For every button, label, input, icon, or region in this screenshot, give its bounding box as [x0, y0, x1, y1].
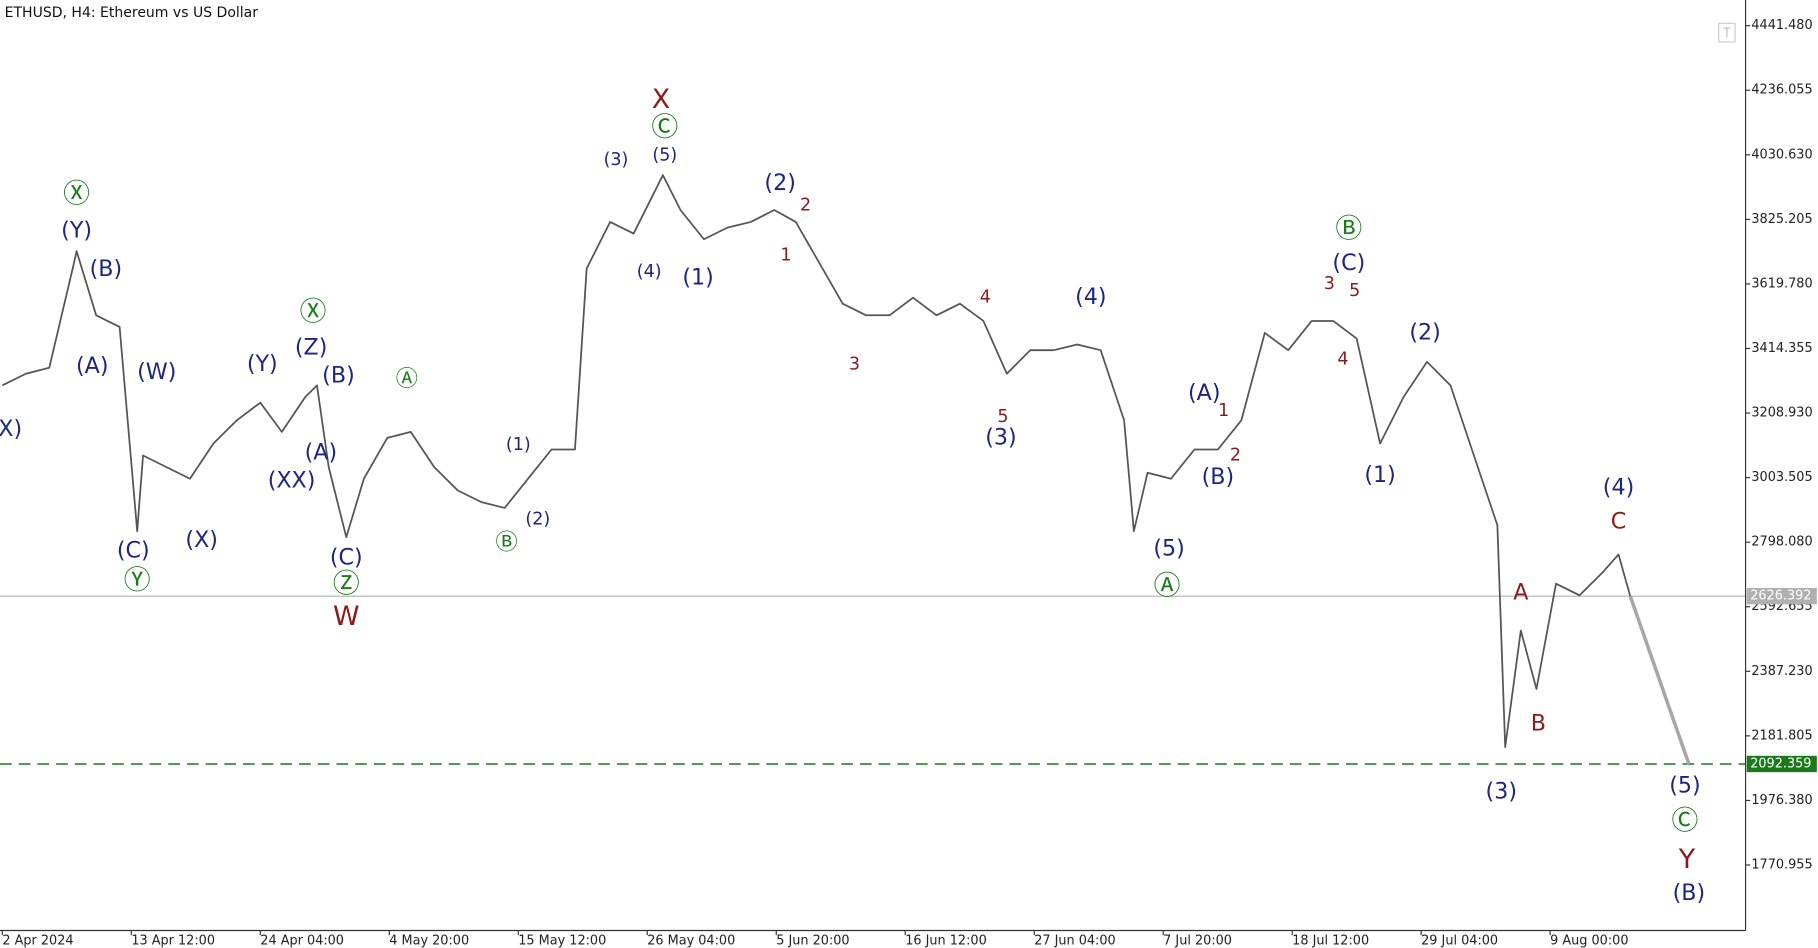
wave-label: (W)	[137, 359, 176, 385]
x-tick-label: 24 Apr 04:00	[260, 933, 344, 948]
wave-label: Ⓑ	[1335, 214, 1362, 245]
wave-label: (3)	[604, 150, 629, 170]
y-tick-label: 4236.055	[1751, 83, 1812, 98]
x-tick-label: 4 May 20:00	[389, 933, 469, 948]
wave-label: (4)	[1603, 475, 1634, 501]
wave-label: (B)	[1202, 464, 1235, 490]
wave-label: Ⓑ	[495, 529, 517, 555]
wave-label: 3	[1324, 274, 1335, 294]
y-tick-label: 2798.080	[1751, 535, 1812, 550]
x-tick-label: 29 Jul 04:00	[1421, 933, 1498, 948]
wave-label: (3)	[1486, 778, 1517, 804]
price-line-series	[1628, 595, 1691, 765]
wave-label: 5	[997, 407, 1008, 427]
price-line-series	[1, 174, 1632, 749]
wave-label: (A)	[76, 353, 109, 379]
x-tick-label: 5 Jun 20:00	[776, 933, 849, 948]
wave-label: (4)	[637, 262, 662, 282]
wave-label: (A)	[1188, 380, 1221, 406]
wave-label: (B)	[322, 362, 355, 388]
wave-label: (B)	[90, 256, 123, 282]
wave-label: 4	[1337, 350, 1348, 370]
x-tick-label: 16 Jun 12:00	[905, 933, 987, 948]
wave-label: (5)	[1669, 772, 1700, 798]
y-tick-label: 4030.630	[1751, 147, 1812, 162]
x-tick-label: 7 Jul 20:00	[1163, 933, 1232, 948]
y-tick-label: 3825.205	[1751, 212, 1812, 227]
toolbar-icon[interactable]	[1718, 22, 1736, 43]
wave-label: 3	[849, 354, 860, 374]
price-tag-label: 2092.359	[1750, 756, 1811, 771]
wave-label: Ⓒ	[1672, 805, 1699, 836]
x-tick-label: 18 Jul 12:00	[1292, 933, 1369, 948]
x-tick-label: 2 Apr 2024	[2, 933, 73, 948]
wave-label: Ⓐ	[396, 366, 418, 392]
y-tick-label: 2181.805	[1751, 728, 1812, 743]
y-tick-label: 1976.380	[1751, 793, 1812, 808]
wave-label: 2	[1230, 445, 1241, 465]
wave-label: A	[1513, 580, 1528, 606]
y-tick-label: 2387.230	[1751, 664, 1812, 679]
wave-label: B	[1531, 710, 1546, 736]
wave-label: (Y)	[247, 351, 278, 377]
wave-label: 2	[800, 196, 811, 216]
wave-label: (XX)	[268, 467, 316, 493]
wave-label: Y	[1678, 844, 1696, 875]
y-tick-label: 3414.355	[1751, 341, 1812, 356]
price-tag-label: 2626.392	[1750, 589, 1811, 604]
wave-label: C	[1611, 508, 1627, 534]
wave-label: 5	[1349, 281, 1360, 301]
x-tick-label: 13 Apr 12:00	[131, 933, 215, 948]
wave-label: Ⓧ	[300, 296, 327, 327]
wave-label: (C)	[117, 538, 150, 564]
wave-label: Ⓐ	[1154, 571, 1181, 602]
x-tick-label: 27 Jun 04:00	[1034, 933, 1116, 948]
chart-title: ETHUSD, H4: Ethereum vs US Dollar	[5, 5, 259, 21]
wave-label: (X)	[185, 527, 218, 553]
wave-label: (1)	[506, 435, 531, 455]
wave-label: W	[333, 601, 360, 632]
price-tag	[1746, 755, 1817, 773]
y-tick-label: 3208.930	[1751, 406, 1812, 421]
wave-label: (5)	[652, 145, 677, 165]
wave-label: (1)	[1364, 462, 1395, 488]
wave-label: Ⓧ	[63, 178, 90, 209]
wave-label: 1	[780, 246, 791, 266]
y-tick-label: 1770.955	[1751, 858, 1812, 873]
wave-label: (C)	[1332, 250, 1365, 276]
wave-label: 4	[980, 288, 991, 308]
wave-label: (1)	[682, 264, 713, 290]
wave-label: (2)	[764, 170, 795, 196]
y-tick-label: 3003.505	[1751, 470, 1812, 485]
wave-label: (3)	[985, 424, 1016, 450]
wave-label: (2)	[1409, 319, 1440, 345]
wave-label: (Z)	[295, 334, 328, 360]
wave-label: (5)	[1153, 535, 1184, 561]
wave-label: (2)	[525, 510, 550, 530]
plot-area: Ⓧ(Y)(B)(A) (W)(C)Ⓨ(X)X)(Y)(Z)Ⓧ(B)(A)(XX)(…	[0, 84, 1746, 906]
wave-label: (Y)	[61, 218, 92, 244]
wave-label: X)	[0, 416, 22, 442]
wave-label: Ⓒ	[651, 112, 678, 143]
wave-label: (A)	[305, 439, 338, 465]
wave-label: Ⓨ	[124, 565, 151, 596]
wave-label: (4)	[1075, 284, 1106, 310]
wave-label: (B)	[1673, 880, 1706, 906]
wave-label: X	[652, 84, 670, 115]
x-tick-label: 9 Aug 00:00	[1550, 933, 1628, 948]
wave-label: (C)	[330, 544, 363, 570]
wave-label: 1	[1218, 401, 1229, 421]
x-tick-label: 15 May 12:00	[518, 933, 606, 948]
wave-label: Ⓩ	[333, 568, 360, 599]
x-tick-label: 26 May 04:00	[647, 933, 735, 948]
price-tag	[1746, 587, 1817, 605]
y-tick-label: 4441.480	[1751, 18, 1812, 33]
y-tick-label: 3619.780	[1751, 276, 1812, 291]
